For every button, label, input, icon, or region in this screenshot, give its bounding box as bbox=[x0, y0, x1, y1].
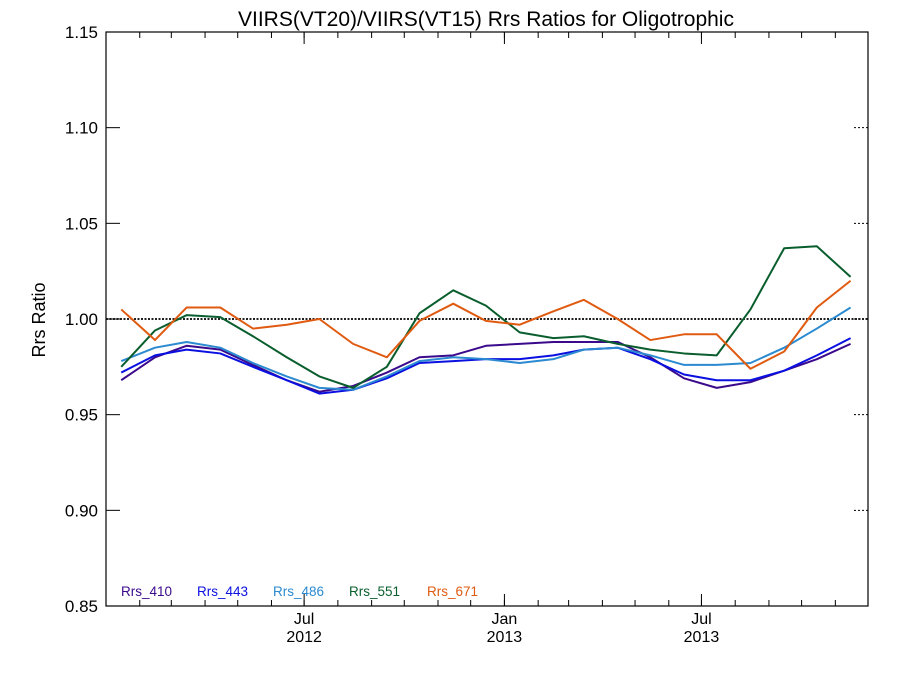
series-line-rrs-486 bbox=[120, 306, 852, 391]
y-tick-labels: 0.85 0.90 0.95 1.00 1.05 1.10 1.15 bbox=[65, 23, 98, 616]
legend-entry: Rrs_410 bbox=[121, 584, 172, 599]
x-tick-label-month: Jan bbox=[492, 611, 518, 628]
y-tick-label: 0.90 bbox=[65, 501, 98, 520]
series-layer bbox=[120, 245, 852, 395]
y-tick-label: 0.85 bbox=[65, 597, 98, 616]
chart-title: VIIRS(VT20)/VIIRS(VT15) Rrs Ratios for O… bbox=[238, 8, 734, 31]
plot-frame-layer bbox=[105, 31, 869, 607]
y-tick-label: 1.10 bbox=[65, 119, 98, 138]
legend-entry: Rrs_443 bbox=[197, 584, 248, 599]
x-tick-label-year: 2013 bbox=[487, 629, 523, 646]
series-line-rrs-410 bbox=[120, 340, 851, 393]
legend-entry: Rrs_671 bbox=[427, 584, 478, 599]
x-tick-label-month: Jul bbox=[294, 611, 314, 628]
legend: Rrs_410 Rrs_443 Rrs_486 Rrs_551 Rrs_671 bbox=[121, 584, 478, 599]
legend-entry: Rrs_486 bbox=[273, 584, 324, 599]
y-tick-label: 1.15 bbox=[65, 23, 98, 42]
y-tick-label: 1.00 bbox=[65, 310, 98, 329]
tick-marks bbox=[106, 32, 868, 606]
plot-frame bbox=[105, 31, 869, 607]
legend-entry: Rrs_551 bbox=[349, 584, 400, 599]
y-tick-label: 0.95 bbox=[65, 406, 98, 425]
series-line-rrs-671 bbox=[120, 279, 852, 370]
series-line-rrs-551 bbox=[120, 245, 852, 389]
y-tick-label: 1.05 bbox=[65, 214, 98, 233]
x-tick-label-month: Jul bbox=[691, 611, 711, 628]
x-tick-label-year: 2012 bbox=[286, 629, 322, 646]
x-tick-label-year: 2013 bbox=[684, 629, 720, 646]
y-axis-label: Rrs Ratio bbox=[29, 282, 49, 357]
